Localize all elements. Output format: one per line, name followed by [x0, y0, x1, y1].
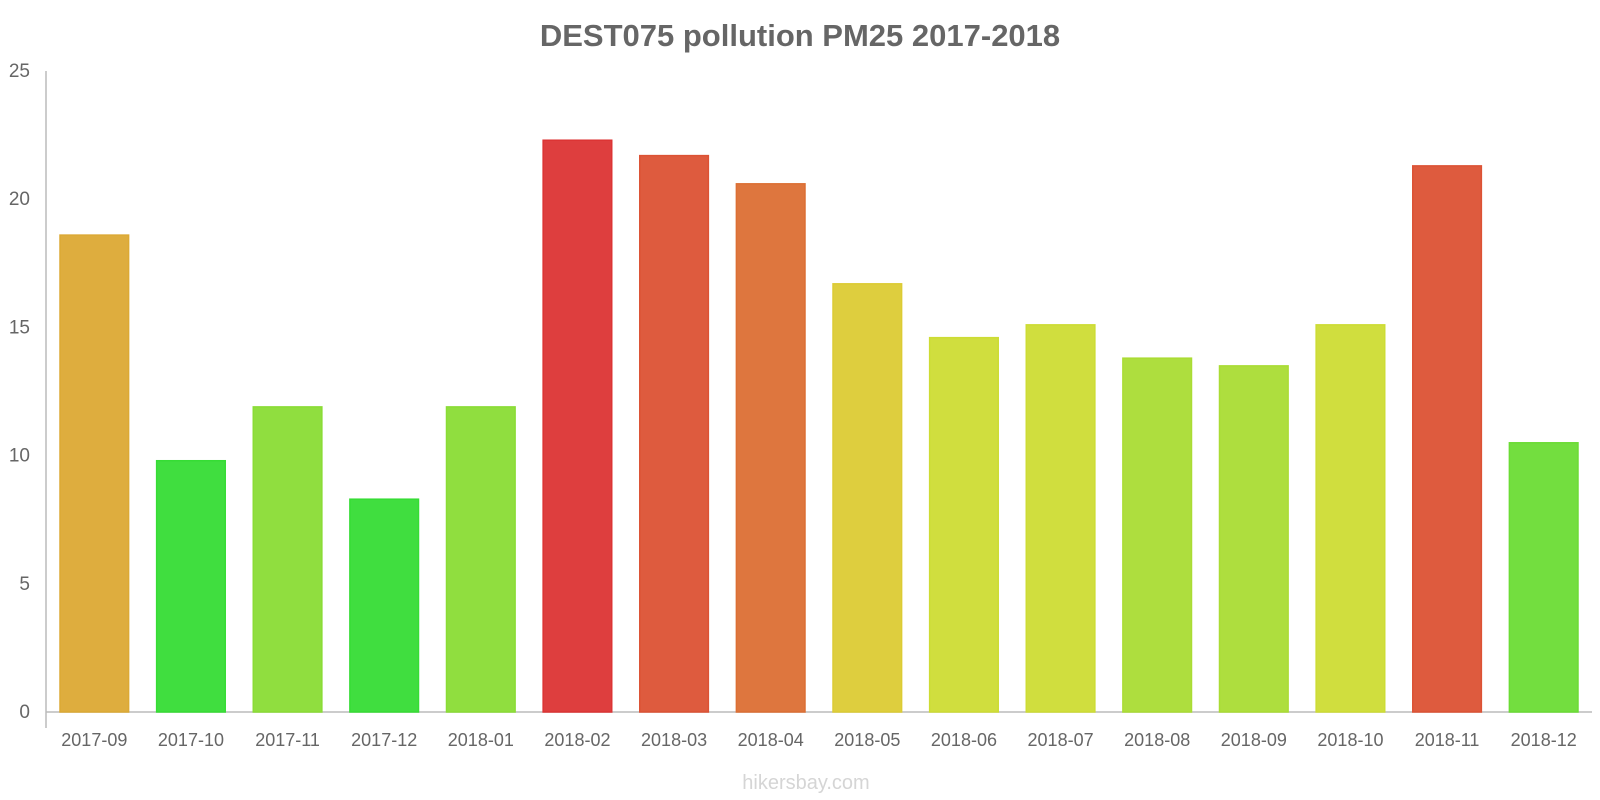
bar-2017-12[interactable]	[349, 498, 420, 713]
bars	[59, 139, 1579, 713]
bar-2018-12[interactable]	[1508, 442, 1579, 713]
x-tick-label: 2018-04	[738, 730, 804, 750]
x-tick-label: 2017-12	[351, 730, 417, 750]
bar-2017-09[interactable]	[59, 234, 130, 713]
bar-2018-04[interactable]	[735, 183, 806, 713]
x-tick-label: 2018-01	[448, 730, 514, 750]
bar-2018-03[interactable]	[639, 154, 710, 713]
bar-2018-08[interactable]	[1122, 357, 1193, 713]
bar-2018-07[interactable]	[1025, 324, 1096, 713]
x-tick-label: 2018-07	[1028, 730, 1094, 750]
y-tick-label: 25	[9, 61, 30, 82]
chart-title: DEST075 pollution PM25 2017-2018	[540, 18, 1060, 53]
bar-2018-01[interactable]	[445, 406, 516, 713]
y-tick-label: 0	[19, 702, 30, 723]
x-tick-label: 2018-08	[1124, 730, 1190, 750]
bar-2018-11[interactable]	[1412, 165, 1483, 713]
x-tick-label: 2017-10	[158, 730, 224, 750]
y-axis: 0 5 10 15 20 25	[9, 61, 47, 728]
bar-2018-10[interactable]	[1315, 324, 1386, 713]
x-tick-label: 2018-09	[1221, 730, 1287, 750]
x-tick-label: 2018-06	[931, 730, 997, 750]
bar-2018-02[interactable]	[542, 139, 613, 713]
x-tick-label: 2018-03	[641, 730, 707, 750]
x-tick-label: 2018-05	[834, 730, 900, 750]
x-tick-label: 2018-11	[1415, 730, 1480, 750]
bar-2017-11[interactable]	[252, 406, 323, 713]
bar-2017-10[interactable]	[155, 459, 226, 713]
x-axis: 2017-09 2017-10 2017-11 2017-12 2018-01 2018-…	[46, 711, 1592, 750]
bar-2018-06[interactable]	[928, 336, 999, 713]
x-tick-label: 2018-10	[1317, 730, 1383, 750]
bar-2018-05[interactable]	[832, 283, 903, 713]
x-tick-label: 2018-12	[1511, 730, 1577, 750]
watermark-text: hikersbay.com	[742, 772, 869, 794]
y-tick-label: 5	[19, 574, 30, 595]
y-tick-label: 15	[9, 317, 30, 338]
y-tick-label: 10	[9, 446, 30, 467]
bar-2018-09[interactable]	[1218, 365, 1289, 713]
x-tick-label: 2017-09	[61, 730, 127, 750]
y-tick-label: 20	[9, 189, 30, 210]
x-tick-label: 2018-02	[544, 730, 610, 750]
x-tick-label: 2017-11	[255, 730, 320, 750]
